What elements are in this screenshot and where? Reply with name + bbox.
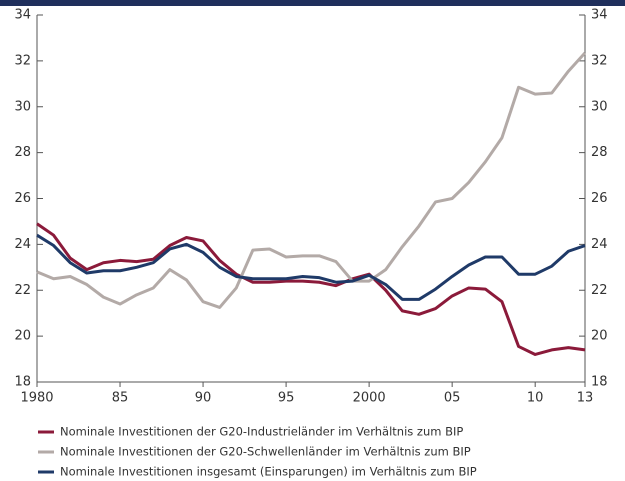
y-tick-label: 24: [14, 237, 31, 252]
y2-tick-label: 24: [591, 237, 608, 252]
x-tick-label: 05: [444, 391, 461, 406]
y2-tick-label: 28: [591, 145, 608, 160]
y-tick-label: 18: [14, 375, 31, 390]
y2-tick-label: 30: [591, 99, 608, 114]
legend-label: Nominale Investitionen insgesamt (Einspa…: [60, 465, 477, 479]
y-tick-label: 34: [14, 8, 31, 23]
legend-label: Nominale Investitionen der G20-Schwellen…: [60, 445, 471, 459]
y-tick-label: 32: [14, 53, 31, 68]
y-tick-label: 22: [14, 283, 31, 298]
y-tick-label: 28: [14, 145, 31, 160]
top-band: [0, 0, 625, 6]
x-tick-label: 95: [278, 391, 295, 406]
series-line: [36, 51, 587, 309]
y2-tick-label: 18: [591, 375, 608, 390]
y2-tick-label: 34: [591, 8, 608, 23]
x-tick-label: 85: [112, 391, 129, 406]
x-tick-label: 2000: [353, 391, 386, 406]
y-tick-label: 30: [14, 99, 31, 114]
y2-tick-label: 22: [591, 283, 608, 298]
y-tick-label: 26: [14, 191, 31, 206]
series-line: [36, 233, 586, 301]
x-tick-label: 90: [195, 391, 212, 406]
y2-tick-label: 26: [591, 191, 608, 206]
legend-label: Nominale Investitionen der G20-Industrie…: [60, 425, 463, 439]
x-tick-label: 10: [527, 391, 544, 406]
series-line: [36, 222, 586, 356]
y2-tick-label: 32: [591, 53, 608, 68]
x-tick-label: 1980: [20, 391, 53, 406]
x-tick-label: 13: [577, 391, 594, 406]
y-tick-label: 20: [14, 329, 31, 344]
y2-tick-label: 20: [591, 329, 608, 344]
